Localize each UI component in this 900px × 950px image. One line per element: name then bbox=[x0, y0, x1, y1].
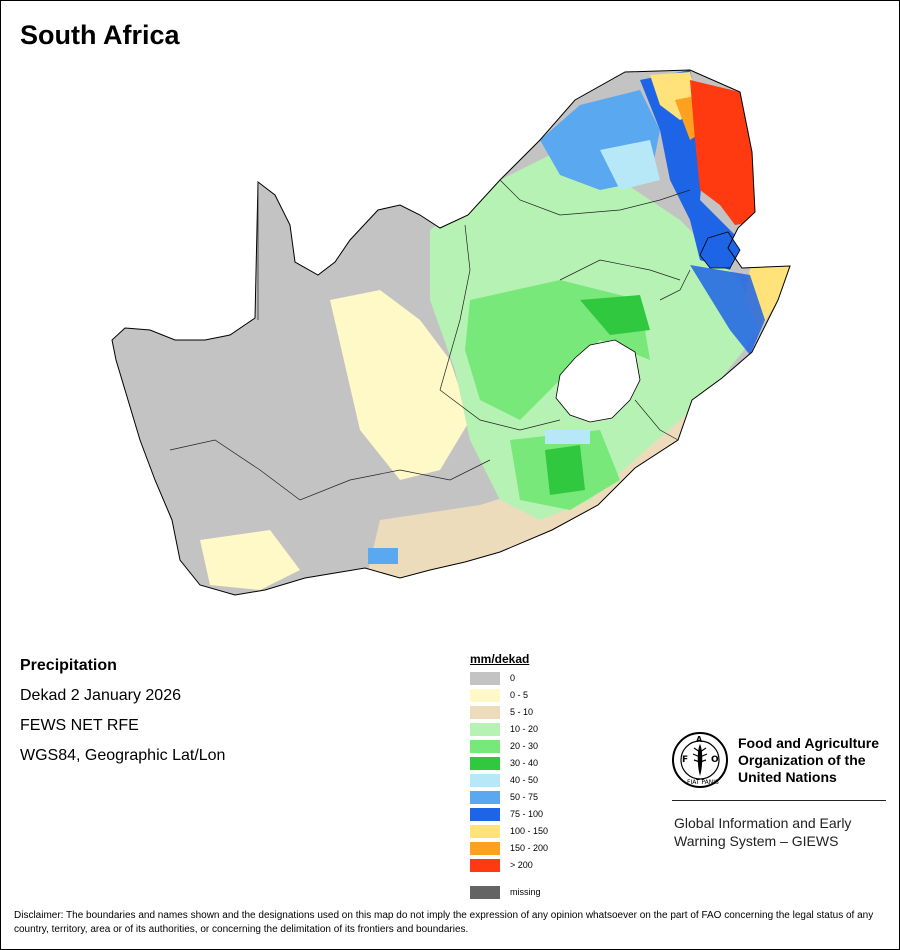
legend-swatch bbox=[470, 842, 500, 855]
legend-label: 30 - 40 bbox=[510, 758, 539, 768]
legend-label-missing: missing bbox=[510, 887, 541, 897]
legend-label: 40 - 50 bbox=[510, 775, 539, 785]
legend-swatch bbox=[470, 774, 500, 787]
legend-swatch bbox=[470, 757, 500, 770]
eswatini bbox=[699, 231, 741, 269]
variable-label: Precipitation bbox=[20, 657, 117, 674]
legend-label: 20 - 30 bbox=[510, 741, 539, 751]
legend-label: 10 - 20 bbox=[510, 724, 539, 734]
giews-line1: Global Information and Early bbox=[674, 815, 852, 831]
zone-40-50mm bbox=[600, 140, 660, 190]
legend-label: 100 - 150 bbox=[510, 826, 549, 836]
zone-30-40mm-kzn bbox=[545, 445, 585, 495]
legend-label: 150 - 200 bbox=[510, 843, 549, 853]
legend-label: 50 - 75 bbox=[510, 792, 539, 802]
legend-label: > 200 bbox=[510, 860, 533, 870]
projection-label: WGS84, Geographic Lat/Lon bbox=[20, 747, 226, 764]
legend-swatch bbox=[470, 859, 500, 872]
legend-label: 75 - 100 bbox=[510, 809, 544, 819]
svg-text:F: F bbox=[682, 755, 688, 765]
legend-swatch bbox=[470, 825, 500, 838]
giews-line2: Warning System – GIEWS bbox=[674, 833, 839, 849]
fao-name-line3: United Nations bbox=[738, 769, 837, 785]
zone-over-200mm bbox=[690, 80, 755, 225]
legend-swatch bbox=[470, 723, 500, 736]
legend-label: 5 - 10 bbox=[510, 707, 534, 717]
legend-swatch bbox=[470, 672, 500, 685]
zone-30-40mm bbox=[580, 295, 650, 335]
svg-text:A: A bbox=[696, 735, 703, 744]
zone-75-100mm-patch bbox=[368, 548, 398, 564]
precipitation-map bbox=[111, 69, 791, 596]
legend-swatch bbox=[470, 689, 500, 702]
zone-75-100mm bbox=[640, 70, 740, 270]
legend-label: 0 bbox=[510, 673, 516, 683]
legend-title: mm/dekad bbox=[470, 652, 530, 666]
zone-75-100mm-coast bbox=[690, 265, 765, 355]
period-label: Dekad 2 January 2026 bbox=[20, 687, 181, 704]
legend-swatch-missing bbox=[470, 886, 500, 899]
fao-motto: FIAT PANIS bbox=[687, 779, 719, 786]
zone-0-5mm-south bbox=[200, 530, 300, 590]
source-label: FEWS NET RFE bbox=[20, 717, 139, 734]
fao-name-line1: Food and Agriculture bbox=[738, 735, 880, 751]
fao-emblem: F A O FIAT PANIS bbox=[672, 732, 728, 788]
country-outline bbox=[111, 69, 791, 596]
legend-swatch bbox=[470, 740, 500, 753]
fao-name-line2: Organization of the bbox=[738, 752, 866, 768]
logo-divider bbox=[672, 800, 886, 801]
zone-0-5mm bbox=[330, 290, 470, 480]
legend-swatch bbox=[470, 791, 500, 804]
legend-swatch bbox=[470, 808, 500, 821]
province-boundaries bbox=[169, 179, 691, 501]
map-title: South Africa bbox=[20, 20, 180, 50]
lesotho bbox=[555, 339, 641, 423]
legend-label: 0 - 5 bbox=[510, 690, 529, 700]
disclaimer: Disclaimer: The boundaries and names sho… bbox=[14, 910, 874, 935]
legend-swatch bbox=[470, 706, 500, 719]
svg-text:O: O bbox=[711, 755, 719, 765]
zone-40-50mm-patch bbox=[545, 430, 590, 444]
